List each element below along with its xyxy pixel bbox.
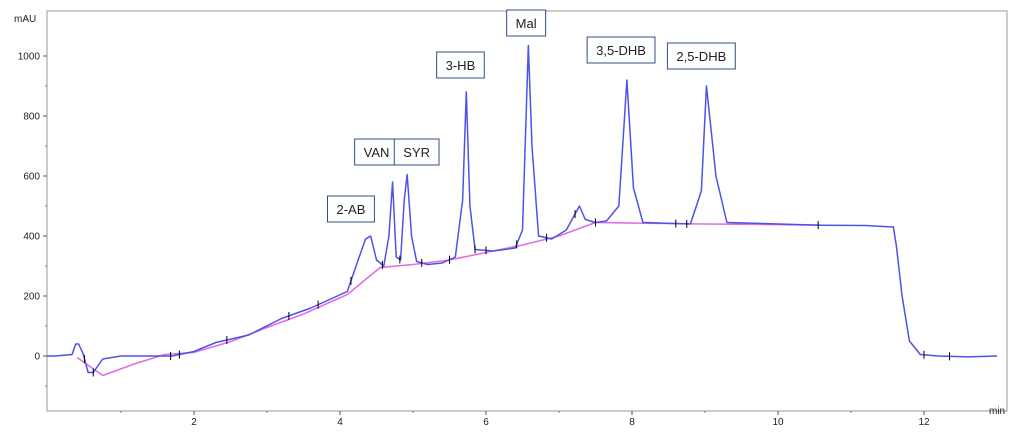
peak-label-box — [586, 36, 656, 64]
peak-label-box — [506, 9, 547, 37]
x-tick-label: 8 — [629, 417, 635, 428]
x-tick-label: 12 — [918, 417, 930, 428]
y-tick-label: 1000 — [18, 52, 41, 63]
x-tick-label: 4 — [337, 417, 343, 428]
peak-label-text: 2,5-DHB — [676, 49, 726, 64]
y-unit-label: mAU — [14, 14, 36, 25]
peak-label: 3-HB — [436, 51, 485, 79]
peak-label-box — [326, 195, 375, 223]
peak-label-box — [354, 138, 399, 166]
peak-labels: 2-AB VAN SYR 3-HB Mal 3,5-DHB 2,5-DHB — [326, 9, 736, 223]
x-tick-label: 10 — [772, 417, 784, 428]
y-tick-label: 200 — [23, 292, 40, 303]
peak-label-text: SYR — [403, 145, 430, 160]
peak-label: 3,5-DHB — [586, 36, 656, 64]
y-tick-label: 600 — [23, 172, 40, 183]
series-line — [47, 44, 998, 374]
peak-label-text: 3-HB — [446, 58, 476, 73]
peak-label-box — [436, 51, 485, 79]
peak-label-text: VAN — [364, 145, 390, 160]
integration-marks — [84, 210, 951, 377]
x-tick-label: 6 — [483, 417, 489, 428]
y-tick-label: 800 — [23, 112, 40, 123]
peak-label-text: 2-AB — [336, 202, 365, 217]
y-tick-label: 0 — [34, 352, 40, 363]
x-axis: 2 4 6 8 10 12 — [120, 411, 930, 428]
peak-label: Mal — [506, 9, 547, 37]
baseline-group — [76, 221, 819, 377]
series-group — [47, 44, 998, 374]
y-axis: 0 200 400 600 800 1000 — [18, 52, 47, 387]
peak-label: SYR — [393, 138, 440, 166]
peak-label-box — [393, 138, 440, 166]
peak-label-text: 3,5-DHB — [596, 43, 646, 58]
peak-label-box — [666, 42, 736, 70]
baseline-line — [76, 221, 819, 377]
y-tick-label: 400 — [23, 232, 40, 243]
peak-label: VAN — [354, 138, 399, 166]
x-unit-label: min — [989, 406, 1005, 417]
peak-label-text: Mal — [516, 16, 537, 31]
peak-label: 2-AB — [326, 195, 375, 223]
peak-label: 2,5-DHB — [666, 42, 736, 70]
x-tick-label: 2 — [191, 417, 197, 428]
